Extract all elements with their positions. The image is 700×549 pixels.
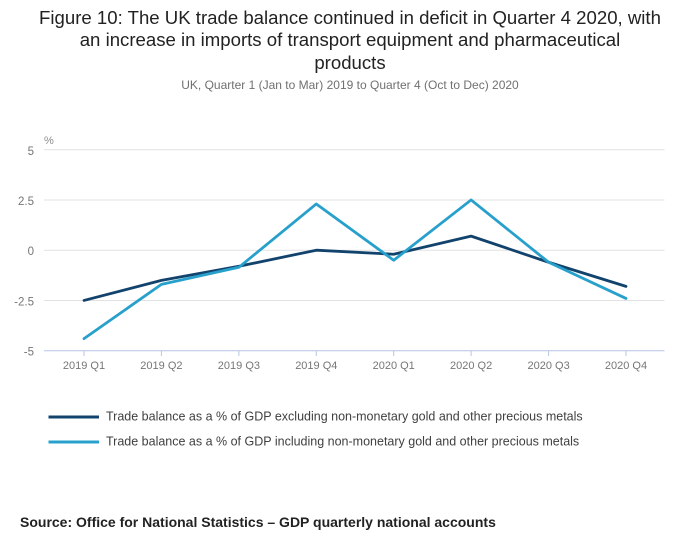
svg-text:2.5: 2.5	[18, 196, 34, 208]
svg-text:2020 Q4: 2020 Q4	[605, 360, 647, 372]
svg-text:Source: Office for National St: Source: Office for National Statistics –…	[20, 514, 496, 530]
svg-text:2020 Q3: 2020 Q3	[527, 360, 569, 372]
svg-text:-2.5: -2.5	[14, 297, 34, 309]
svg-text:5: 5	[28, 146, 34, 158]
svg-text:2019 Q1: 2019 Q1	[63, 360, 105, 372]
svg-text:2019 Q3: 2019 Q3	[218, 360, 260, 372]
svg-text:Trade balance as a % of GDP in: Trade balance as a % of GDP including no…	[106, 435, 579, 449]
svg-text:2019 Q2: 2019 Q2	[140, 360, 182, 372]
svg-text:Trade balance as a % of GDP ex: Trade balance as a % of GDP excluding no…	[106, 410, 583, 424]
svg-text:2020 Q1: 2020 Q1	[373, 360, 415, 372]
svg-text:%: %	[44, 135, 54, 147]
svg-text:0: 0	[28, 246, 34, 258]
svg-text:-5: -5	[24, 347, 34, 359]
svg-text:2019 Q4: 2019 Q4	[295, 360, 337, 372]
svg-text:2020 Q2: 2020 Q2	[450, 360, 492, 372]
